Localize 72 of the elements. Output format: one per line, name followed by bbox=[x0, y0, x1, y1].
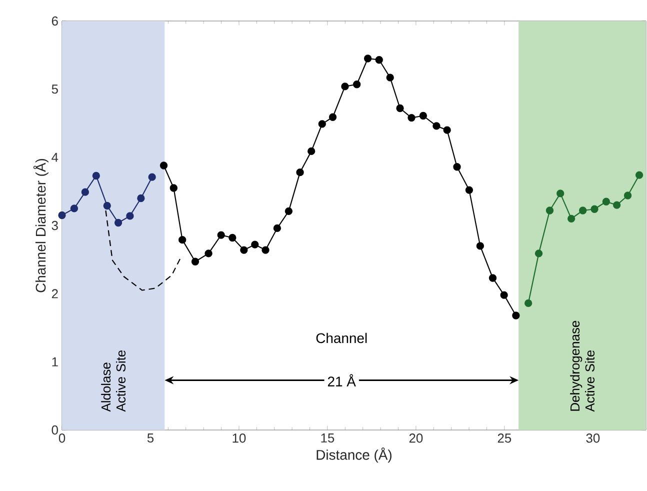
point bbox=[590, 205, 598, 213]
band-label: Dehydrogenase Active Site bbox=[570, 320, 595, 412]
point bbox=[126, 212, 134, 220]
point bbox=[262, 246, 270, 254]
point bbox=[432, 122, 440, 130]
x-axis-title: Distance (Å) bbox=[316, 448, 392, 463]
point bbox=[635, 171, 644, 179]
point bbox=[375, 56, 383, 64]
point bbox=[488, 274, 497, 282]
point bbox=[318, 120, 326, 128]
point bbox=[217, 231, 225, 239]
point bbox=[546, 206, 554, 214]
point bbox=[178, 236, 186, 244]
point bbox=[556, 190, 564, 198]
y-tick-label: 6 bbox=[52, 16, 58, 26]
point bbox=[81, 188, 90, 196]
point bbox=[534, 250, 543, 258]
point bbox=[137, 194, 145, 202]
point bbox=[443, 126, 451, 134]
point bbox=[408, 114, 416, 122]
point bbox=[70, 204, 78, 212]
point bbox=[251, 240, 259, 248]
point bbox=[352, 80, 361, 88]
point bbox=[612, 201, 621, 209]
point bbox=[296, 168, 304, 176]
point bbox=[148, 173, 156, 181]
point bbox=[328, 113, 337, 121]
point bbox=[602, 198, 610, 206]
point bbox=[240, 246, 248, 254]
x-tick-label: 0 bbox=[58, 434, 66, 443]
point bbox=[228, 234, 236, 242]
point bbox=[364, 54, 372, 62]
y-tick-label: 5 bbox=[52, 84, 58, 94]
point bbox=[191, 258, 200, 266]
point bbox=[103, 202, 111, 210]
x-tick-label: 5 bbox=[147, 434, 154, 443]
x-tick-label: 20 bbox=[409, 434, 423, 443]
point bbox=[476, 242, 484, 250]
point bbox=[396, 104, 404, 112]
point bbox=[204, 250, 212, 258]
annotation: 21 Å bbox=[328, 374, 356, 386]
y-tick-label: 4 bbox=[52, 152, 58, 162]
point bbox=[524, 299, 532, 308]
point bbox=[624, 192, 632, 200]
y-tick-label: 1 bbox=[52, 357, 58, 366]
point bbox=[341, 82, 349, 90]
y-tick-label: 0 bbox=[52, 425, 58, 435]
point bbox=[567, 214, 576, 223]
point bbox=[453, 163, 461, 171]
point bbox=[273, 224, 282, 232]
y-tick-label: 2 bbox=[52, 289, 58, 298]
point bbox=[386, 74, 394, 82]
point bbox=[284, 207, 293, 216]
point bbox=[170, 184, 178, 192]
point bbox=[500, 291, 508, 299]
y-tick-label: 3 bbox=[52, 220, 58, 230]
point bbox=[512, 312, 520, 320]
point bbox=[578, 206, 587, 214]
x-tick-label: 15 bbox=[321, 434, 334, 443]
point bbox=[465, 186, 474, 194]
point bbox=[58, 211, 66, 220]
band-label: Aldolase Active Site bbox=[101, 350, 126, 412]
point bbox=[92, 172, 100, 180]
x-tick-label: 30 bbox=[586, 434, 600, 443]
x-tick-label: 25 bbox=[498, 434, 512, 443]
point bbox=[308, 147, 316, 156]
y-axis-title: Channel Diameter (Å) bbox=[33, 158, 48, 292]
point bbox=[114, 218, 122, 227]
annotation: Channel bbox=[316, 332, 367, 344]
point bbox=[419, 112, 428, 120]
point bbox=[160, 162, 168, 170]
x-tick-label: 10 bbox=[232, 434, 246, 443]
